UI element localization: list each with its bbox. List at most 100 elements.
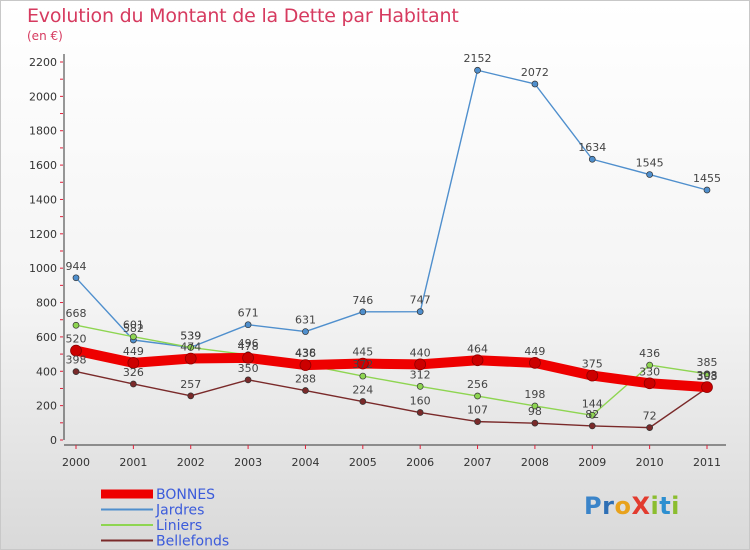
data-label: 72 <box>643 410 657 423</box>
x-tick-label: 2006 <box>406 456 434 469</box>
data-label: 385 <box>697 356 718 369</box>
data-label: 288 <box>295 373 316 386</box>
data-label: 256 <box>467 378 488 391</box>
x-tick-label: 2010 <box>636 456 664 469</box>
legend-label: Liniers <box>156 518 202 534</box>
data-label: 438 <box>295 347 316 360</box>
data-label: 398 <box>66 354 87 367</box>
data-point <box>701 381 713 393</box>
series-line-bellefonds <box>75 370 708 429</box>
data-point <box>643 377 656 390</box>
data-label: 303 <box>697 370 718 383</box>
data-label: 539 <box>180 329 201 342</box>
proxiti-logo: ProXiti <box>584 492 680 520</box>
data-label: 224 <box>352 384 373 397</box>
data-label: 449 <box>123 345 144 358</box>
data-point <box>359 372 367 380</box>
data-point <box>302 328 309 335</box>
data-label: 308 <box>697 369 718 382</box>
data-label: 436 <box>639 347 660 360</box>
data-point <box>184 352 197 365</box>
y-tick-label: 1600 <box>29 159 57 172</box>
data-point <box>359 308 367 316</box>
data-point <box>531 419 539 427</box>
data-label: 326 <box>123 366 144 379</box>
data-point <box>474 418 481 425</box>
data-point <box>356 357 369 370</box>
x-tick-label: 2011 <box>693 456 721 469</box>
data-point <box>529 357 541 369</box>
y-tick-label: 1400 <box>29 193 57 206</box>
data-point <box>187 344 195 351</box>
data-point <box>646 171 653 178</box>
x-tick-label: 2005 <box>349 456 377 469</box>
x-tick-label: 2007 <box>464 456 492 469</box>
data-point <box>130 380 137 388</box>
data-label: 631 <box>295 314 316 327</box>
legend-label: Jardres <box>155 503 204 519</box>
legend-label: BONNES <box>156 487 215 503</box>
data-point <box>70 344 82 357</box>
data-label: 82 <box>585 408 599 421</box>
x-tick-label: 2004 <box>291 456 319 469</box>
data-label: 257 <box>180 378 201 391</box>
chart-title: Evolution du Montant de la Dette par Hab… <box>27 5 459 27</box>
data-point <box>646 361 653 369</box>
data-point <box>242 352 254 364</box>
data-point <box>703 370 711 378</box>
data-point <box>130 333 137 341</box>
data-label: 198 <box>524 388 545 401</box>
data-label: 312 <box>410 368 431 381</box>
data-label: 144 <box>582 397 603 410</box>
data-point <box>416 308 424 316</box>
x-tick-label: 2009 <box>578 456 606 469</box>
data-point <box>72 321 80 329</box>
data-point <box>531 80 539 88</box>
series-line-bonnes <box>71 345 712 393</box>
data-point <box>72 368 80 375</box>
data-point <box>588 422 596 430</box>
data-label: 2072 <box>521 66 549 79</box>
data-label: 98 <box>528 405 542 418</box>
data-point <box>703 186 711 194</box>
data-point <box>471 354 484 367</box>
data-label: 496 <box>238 337 259 350</box>
x-tick-label: 2003 <box>234 456 262 469</box>
data-label: 1545 <box>636 157 664 170</box>
y-tick-label: 1200 <box>29 228 57 241</box>
data-point <box>299 359 312 371</box>
data-point <box>127 357 140 369</box>
data-point <box>244 321 252 329</box>
data-point <box>187 392 195 400</box>
data-point <box>302 387 309 394</box>
data-point <box>244 376 252 384</box>
data-label: 464 <box>467 342 488 355</box>
legend-label: Bellefonds <box>156 534 229 550</box>
y-tick-label: 800 <box>36 297 57 310</box>
data-label: 107 <box>467 404 488 417</box>
data-label: 449 <box>524 345 545 358</box>
data-point <box>531 402 539 410</box>
data-label: 372 <box>352 358 373 371</box>
data-label: 474 <box>180 341 201 354</box>
data-point <box>588 411 596 419</box>
data-label: 601 <box>123 319 144 332</box>
data-label: 330 <box>639 365 660 378</box>
y-tick-label: 200 <box>36 400 57 413</box>
data-point <box>474 392 481 400</box>
data-label: 1634 <box>578 141 606 154</box>
x-tick-label: 2008 <box>521 456 549 469</box>
x-tick-label: 2001 <box>119 456 147 469</box>
data-point <box>586 369 599 382</box>
data-point <box>646 424 653 431</box>
y-tick-label: 1000 <box>29 262 57 275</box>
y-tick-label: 600 <box>36 331 57 344</box>
y-tick-label: 2000 <box>29 90 57 103</box>
data-point <box>416 383 424 390</box>
y-tick-label: 400 <box>36 365 57 378</box>
data-label: 436 <box>295 347 316 360</box>
chart-subtitle: (en €) <box>27 29 63 43</box>
data-label: 746 <box>352 294 373 307</box>
